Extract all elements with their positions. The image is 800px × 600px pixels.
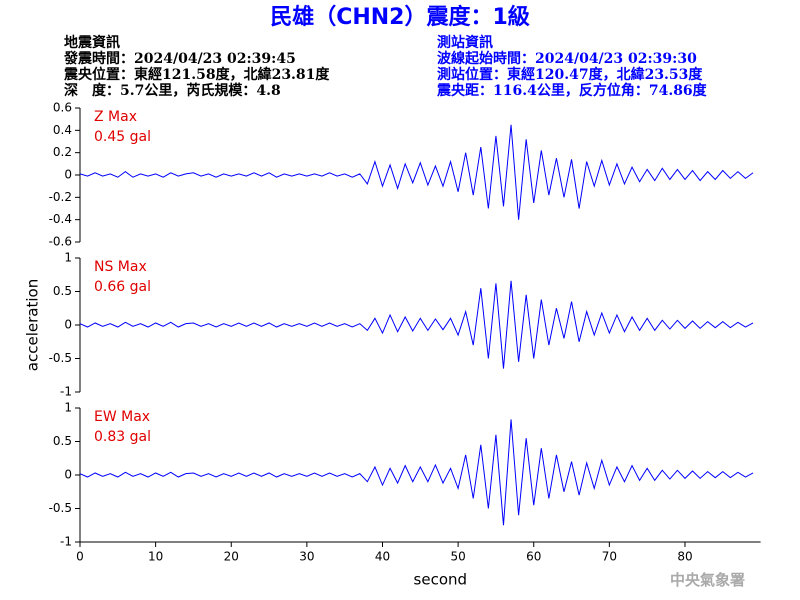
x-tick-label: 0 <box>76 550 84 564</box>
x-tick-label: 10 <box>148 550 163 564</box>
component-label: EW Max <box>94 409 150 425</box>
max-label: 0.66 gal <box>94 279 151 295</box>
waveform <box>79 124 754 220</box>
y-axis-label: acceleration <box>24 279 42 371</box>
y-tick-label: -0.5 <box>49 501 72 515</box>
y-tick-label: -0.6 <box>49 235 72 249</box>
x-tick-label: 50 <box>450 550 465 564</box>
info-line: 測站資訊 <box>437 34 493 51</box>
y-tick-label: 0.6 <box>53 101 72 115</box>
info-line: 震央距：116.4公里，反方位角：74.86度 <box>436 82 708 99</box>
info-line: 地震資訊 <box>64 34 120 51</box>
component-label: NS Max <box>94 259 147 275</box>
waveform <box>79 419 754 526</box>
x-tick-label: 80 <box>677 550 692 564</box>
x-tick-label: 40 <box>375 550 390 564</box>
y-tick-label: -1 <box>60 385 72 399</box>
y-tick-label: 0.5 <box>53 434 72 448</box>
info-line: 深 度：5.7公里，芮氏規模：4.8 <box>64 82 281 99</box>
y-tick-label: -0.4 <box>49 212 72 226</box>
footer: 中央氣象署 <box>670 571 745 589</box>
y-tick-label: 0.4 <box>53 123 72 137</box>
chart-title: 民雄（CHN2）震度：1級 <box>270 4 530 30</box>
info-line: 波線起始時間：2024/04/23 02:39:30 <box>437 50 697 67</box>
x-tick-label: 20 <box>224 550 239 564</box>
y-tick-label: -0.5 <box>49 351 72 365</box>
max-label: 0.83 gal <box>94 429 151 445</box>
waveform <box>79 280 754 369</box>
info-line: 測站位置：東經120.47度，北緯23.53度 <box>437 66 703 83</box>
x-tick-label: 60 <box>526 550 541 564</box>
y-tick-label: -0.2 <box>49 190 72 204</box>
max-label: 0.45 gal <box>94 129 151 145</box>
component-label: Z Max <box>94 109 137 125</box>
y-tick-label: 0.2 <box>53 145 72 159</box>
y-tick-label: 0 <box>64 468 72 482</box>
y-tick-label: 0.5 <box>53 284 72 298</box>
y-tick-label: 0 <box>64 168 72 182</box>
x-tick-label: 30 <box>299 550 314 564</box>
info-line: 發震時間：2024/04/23 02:39:45 <box>63 50 296 67</box>
x-tick-label: 70 <box>602 550 617 564</box>
x-axis-label: second <box>414 571 468 589</box>
y-tick-label: -1 <box>60 535 72 549</box>
y-tick-label: 1 <box>64 401 72 415</box>
y-tick-label: 0 <box>64 318 72 332</box>
info-line: 震央位置：東經121.58度，北緯23.81度 <box>63 66 330 83</box>
y-tick-label: 1 <box>64 251 72 265</box>
